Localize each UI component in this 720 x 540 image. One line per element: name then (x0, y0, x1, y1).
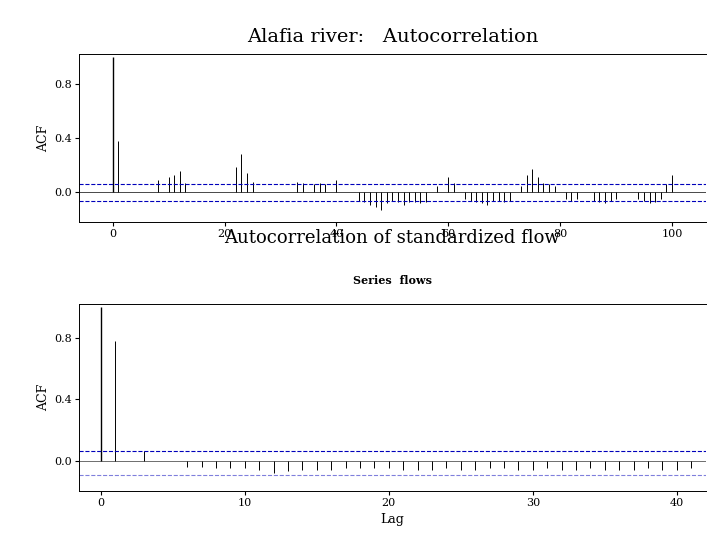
Y-axis label: ACF: ACF (37, 384, 50, 411)
X-axis label: Lag: Lag (380, 512, 405, 525)
Text: Autocorrelation of standardized flow: Autocorrelation of standardized flow (225, 229, 560, 247)
Text: Series  flows: Series flows (353, 275, 432, 286)
Text: Alafia river:   Autocorrelation: Alafia river: Autocorrelation (247, 28, 538, 46)
Y-axis label: ACF: ACF (37, 125, 50, 152)
